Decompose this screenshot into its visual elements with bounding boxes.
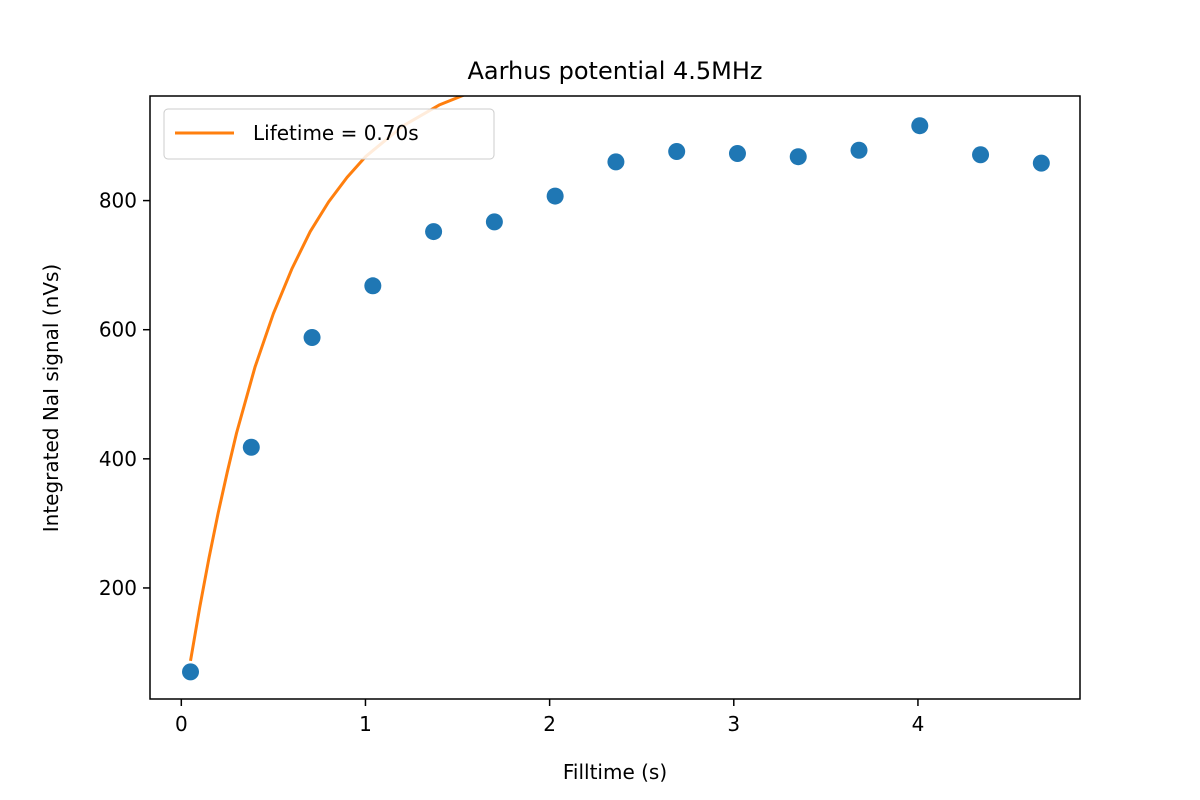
x-tick-label: 4: [912, 712, 925, 736]
data-point: [546, 187, 564, 205]
legend-box: [163, 108, 495, 160]
data-point: [364, 277, 382, 295]
legend: Lifetime = 0.70s: [163, 108, 495, 160]
y-tick-label: 600: [99, 318, 137, 342]
x-ticks: 0 1 2 3 4: [175, 699, 924, 736]
data-point: [1032, 154, 1050, 172]
data-point: [789, 148, 807, 166]
data-point: [668, 143, 686, 161]
data-point: [303, 328, 321, 346]
x-tick-label: 3: [727, 712, 740, 736]
y-tick-label: 400: [99, 447, 137, 471]
data-point: [425, 223, 443, 241]
plot-area: [150, 96, 1080, 699]
y-axis-label: Integrated NaI signal (nVs): [39, 264, 63, 532]
x-tick-label: 0: [175, 712, 188, 736]
data-point: [850, 141, 868, 159]
y-ticks: 200 400 600 800: [99, 189, 150, 600]
x-axis-label: Filltime (s): [563, 760, 667, 784]
plot-frame: [149, 95, 1081, 700]
data-point: [728, 144, 746, 162]
data-point: [182, 663, 200, 681]
data-point: [911, 117, 929, 135]
data-point: [972, 146, 990, 164]
chart-title: Aarhus potential 4.5MHz: [467, 57, 762, 85]
data-point: [485, 213, 503, 231]
x-tick-label: 1: [359, 712, 372, 736]
y-tick-label: 200: [99, 576, 137, 600]
y-tick-label: 800: [99, 189, 137, 213]
points-layer: [182, 117, 1050, 681]
x-tick-label: 2: [543, 712, 556, 736]
data-point: [607, 153, 625, 171]
legend-entry-label: Lifetime = 0.70s: [253, 121, 419, 145]
data-point: [242, 438, 260, 456]
